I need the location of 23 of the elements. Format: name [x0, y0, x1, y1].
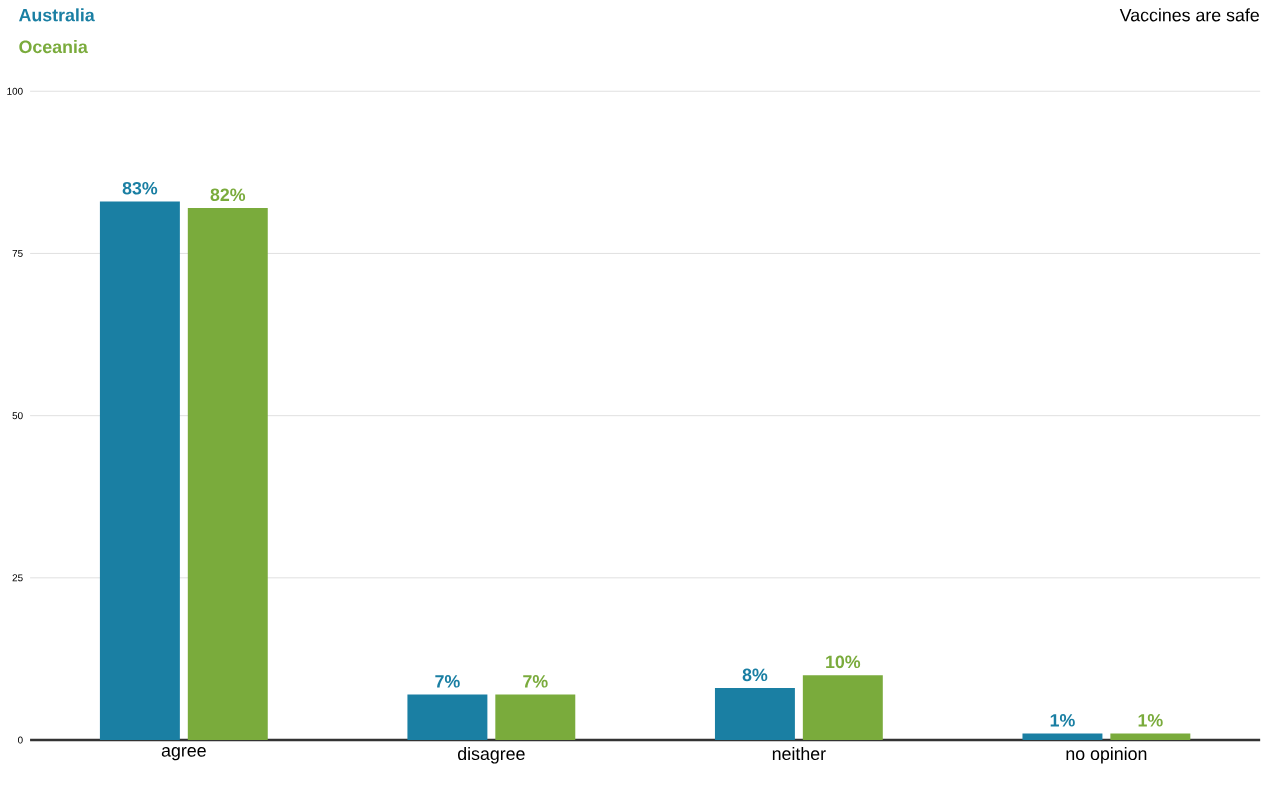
data-label: 10%	[826, 655, 861, 669]
data-label: 7%	[435, 675, 460, 688]
data-label: 8%	[742, 668, 768, 682]
bar	[495, 694, 576, 741]
data-label: 7%	[523, 675, 548, 688]
text: Oceania	[19, 40, 88, 54]
bar	[1110, 733, 1191, 741]
chart-title: Vaccines are safe	[1119, 8, 1259, 22]
bar	[187, 208, 268, 741]
data-label: 82%	[210, 188, 246, 202]
x-tick-label: agree	[161, 747, 206, 761]
bar	[802, 675, 883, 741]
data-label: 83%	[122, 182, 158, 195]
data-label: 1%	[1138, 714, 1163, 727]
bar	[1022, 733, 1103, 741]
x-tick-label: no opinion	[1066, 747, 1147, 764]
bar	[99, 201, 180, 741]
bar	[407, 694, 488, 741]
bar	[714, 688, 795, 741]
text: Australia	[19, 8, 95, 22]
data-label: 1%	[1050, 714, 1075, 727]
x-tick-label: disagree	[457, 747, 525, 764]
x-tick-label: neither	[772, 747, 826, 761]
